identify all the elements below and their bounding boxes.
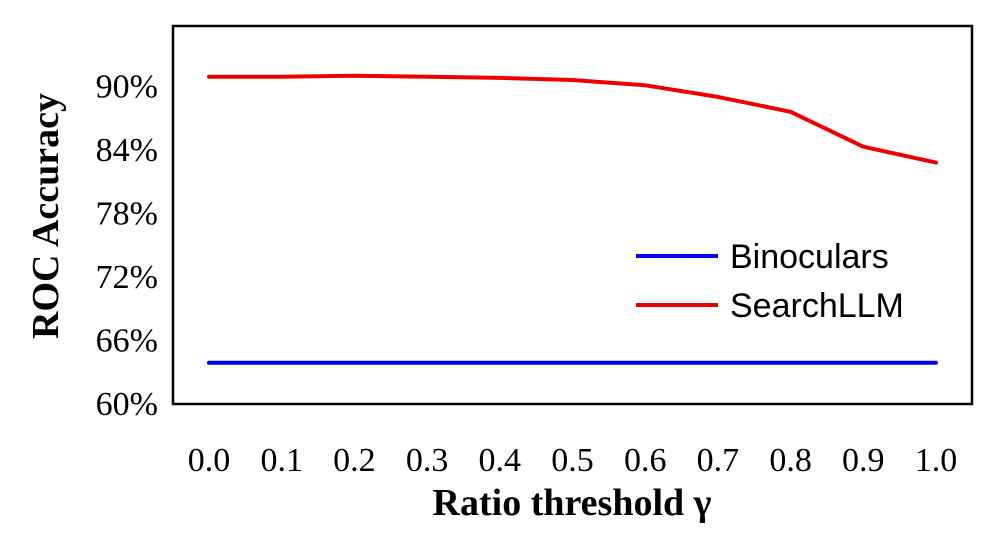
y-tick-label: 66%: [96, 322, 158, 359]
y-tick-label: 60%: [96, 386, 158, 423]
x-tick-label: 0.7: [697, 442, 740, 479]
x-tick-label: 0.6: [624, 442, 667, 479]
y-tick-label: 72%: [96, 259, 158, 296]
x-axis-title: Ratio threshold γ: [433, 482, 712, 524]
x-tick-label: 0.9: [842, 442, 885, 479]
y-axis-title: ROC Accuracy: [25, 93, 67, 339]
legend-label-searchllm: SearchLLM: [730, 287, 904, 325]
x-tick-label: 1.0: [915, 442, 958, 479]
x-tick-label: 0.1: [260, 442, 303, 479]
x-tick-labels: 0.0 0.1 0.2 0.3 0.4 0.5 0.6 0.7 0.8 0.9 1.0: [188, 442, 958, 479]
series-line-searchllm: [207, 73, 938, 165]
x-tick-label: 0.3: [406, 442, 449, 479]
y-tick-label: 84%: [96, 132, 158, 169]
y-tick-label: 90%: [96, 68, 158, 105]
y-tick-labels: 60% 66% 72% 78% 84% 90%: [96, 68, 158, 423]
x-tick-label: 0.0: [188, 442, 231, 479]
plot-frame: [171, 24, 974, 406]
y-tick-label: 78%: [96, 195, 158, 232]
x-tick-label: 0.5: [551, 442, 594, 479]
series-layer: [207, 73, 938, 365]
legend: Binoculars SearchLLM: [636, 238, 904, 325]
x-tick-label: 0.4: [479, 442, 522, 479]
x-tick-label: 0.2: [333, 442, 376, 479]
x-tick-label: 0.8: [769, 442, 812, 479]
legend-label-binoculars: Binoculars: [730, 238, 889, 276]
